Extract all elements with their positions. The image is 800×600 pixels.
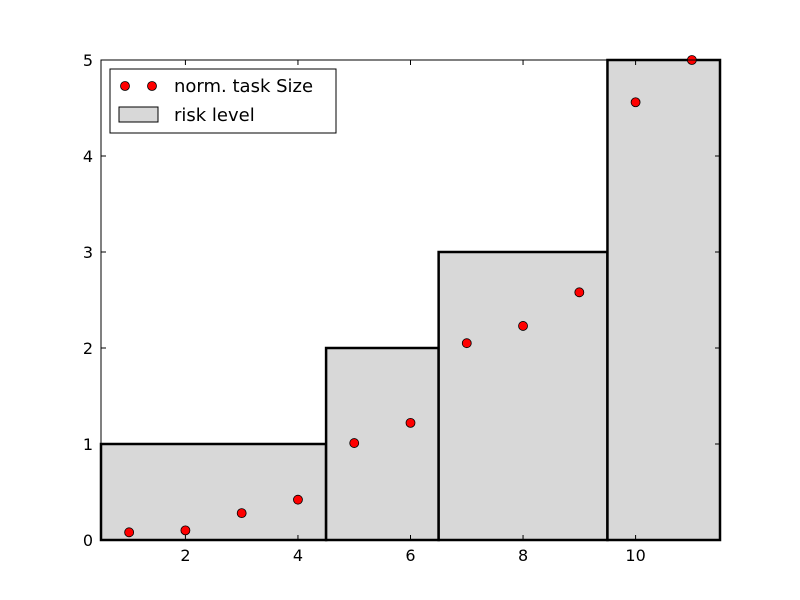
x-tick-label: 2 [180, 546, 190, 565]
legend-marker-point [120, 81, 130, 91]
x-tick-label: 4 [293, 546, 303, 565]
task-size-point [236, 508, 247, 519]
task-size-point [630, 97, 641, 108]
legend-swatch-risk [118, 106, 159, 123]
y-tick-label: 4 [83, 147, 93, 166]
task-size-point [124, 527, 135, 538]
x-tick-label: 8 [518, 546, 528, 565]
legend: norm. task Size risk level [109, 68, 337, 134]
y-tick-label: 0 [83, 531, 93, 550]
risk-bar [606, 58, 722, 542]
task-size-point [293, 494, 303, 505]
axis-ticks: 2 4 6 8 10 0 1 2 3 4 5 [83, 51, 720, 565]
risk-bar [99, 442, 328, 542]
y-tick-label: 5 [83, 51, 93, 70]
x-tick-label: 6 [405, 546, 415, 565]
y-tick-label: 3 [83, 243, 93, 262]
risk-bar [324, 346, 440, 542]
task-size-point [574, 287, 585, 298]
risk-bars [99, 58, 722, 542]
task-size-points [124, 55, 697, 538]
legend-label-risk-level: risk level [174, 105, 255, 126]
task-size-point [518, 321, 528, 331]
x-tick-label: 10 [625, 546, 645, 565]
risk-bar [437, 250, 609, 542]
task-size-point [180, 525, 191, 536]
legend-label-task-size: norm. task Size [174, 76, 313, 97]
task-size-point [461, 338, 472, 349]
task-size-point [405, 417, 416, 428]
y-tick-label: 1 [83, 435, 93, 454]
legend-marker-point [147, 81, 157, 91]
y-tick-label: 2 [83, 339, 93, 358]
task-size-point [349, 438, 360, 448]
